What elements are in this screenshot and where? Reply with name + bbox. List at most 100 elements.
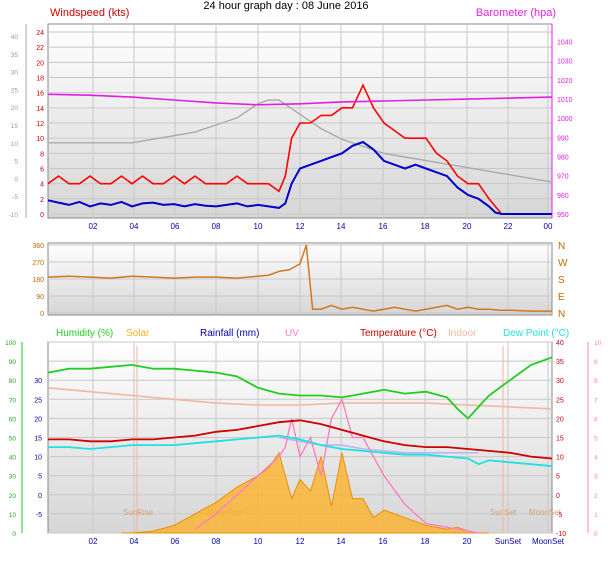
x-tick-label: 18 [421, 537, 430, 546]
x-tick-label: 08 [212, 537, 221, 546]
x-tick-label: 16 [379, 222, 388, 231]
uv-tick-label: 9 [594, 359, 598, 366]
legend-item: Dew Point (°C) [503, 328, 569, 339]
x-tick-label: 16 [379, 537, 388, 546]
uv-tick-label: 10 [594, 340, 602, 347]
legend-item: Rainfall (mm) [200, 328, 259, 339]
humidity-tick-label: 20 [9, 493, 17, 500]
y-tick-label: 8 [40, 151, 44, 158]
y-tick-label: 0 [40, 311, 44, 318]
page-title: 24 hour graph day : 08 June 2016 [203, 0, 368, 12]
compass-label: S [558, 275, 565, 286]
y-tick-label: 360 [32, 243, 44, 250]
y-outer-tick-label: -5 [12, 194, 18, 201]
y2-tick-label: 990 [557, 135, 569, 142]
y-tick-label: 5 [38, 474, 42, 481]
uv-tick-label: 3 [594, 474, 598, 481]
x-tick-label: 12 [296, 222, 305, 231]
x-tick-label: MoonSet [532, 537, 565, 546]
y-tick-label: 16 [36, 91, 44, 98]
humidity-tick-label: 60 [9, 416, 17, 423]
y-tick-label: 10 [36, 136, 44, 143]
y2-tick-label: 1030 [557, 59, 573, 66]
y-tick-label: -5 [36, 512, 42, 519]
humidity-line [47, 356, 553, 420]
y-outer-tick-label: 5 [14, 159, 18, 166]
compass-label: E [558, 292, 565, 303]
y2-tick-label: 980 [557, 155, 569, 162]
y-tick-label: 15 [34, 436, 42, 443]
uv-tick-label: 2 [594, 493, 598, 500]
y2-tick-label: 35 [556, 359, 564, 366]
y2-tick-label: 970 [557, 174, 569, 181]
humidity-tick-label: 0 [12, 531, 16, 538]
y2-tick-label: 5 [556, 474, 560, 481]
x-tick-label: 00 [544, 222, 553, 231]
x-tick-label: 14 [337, 222, 346, 231]
y-tick-label: 18 [36, 76, 44, 83]
y2-tick-label: 950 [557, 212, 569, 219]
y2-tick-label: 30 [556, 378, 564, 385]
y-tick-label: 180 [32, 277, 44, 284]
x-tick-label: 08 [212, 222, 221, 231]
y-tick-label: 24 [36, 30, 44, 37]
x-tick-label: 20 [463, 537, 472, 546]
y2-tick-label: 20 [556, 416, 564, 423]
x-tick-label: 12 [296, 537, 305, 546]
humidity-tick-label: 100 [5, 340, 16, 347]
indoor-line [47, 387, 553, 410]
y-tick-label: 20 [34, 416, 42, 423]
y-tick-label: 10 [34, 455, 42, 462]
x-tick-label: 04 [130, 537, 139, 546]
y2-tick-label: 0 [556, 493, 560, 500]
y2-tick-label: 960 [557, 193, 569, 200]
humidity-tick-label: 40 [9, 455, 17, 462]
x-tick-label: SunSet [495, 537, 522, 546]
x-tick-label: 22 [504, 222, 513, 231]
x-tick-label: 10 [254, 222, 263, 231]
y-outer-tick-label: 40 [11, 34, 19, 41]
uv-tick-label: 1 [594, 512, 598, 519]
y-outer-tick-label: -10 [9, 212, 19, 219]
humidity-tick-label: 30 [9, 474, 17, 481]
y-tick-label: 30 [34, 378, 42, 385]
temperature-line [48, 419, 553, 460]
y-tick-label: 0 [38, 493, 42, 500]
x-tick-label: 18 [421, 222, 430, 231]
compass-label: W [558, 258, 568, 269]
sun-moon-annotation: MoonSet [529, 508, 562, 517]
uv-tick-label: 5 [594, 436, 598, 443]
y2-tick-label: 1040 [557, 40, 573, 47]
y-outer-tick-label: 20 [11, 105, 19, 112]
y-tick-label: 22 [36, 45, 44, 52]
y-tick-label: 270 [32, 260, 44, 267]
dewpoint-line [48, 434, 553, 467]
y-outer-tick-label: 25 [11, 87, 19, 94]
y2-tick-label: 10 [556, 455, 564, 462]
x-tick-label: 02 [89, 222, 98, 231]
barometer-line [47, 93, 553, 106]
y-tick-label: 0 [40, 212, 44, 219]
wind-axis-title: Windspeed (kts) [50, 7, 129, 19]
x-tick-label: 20 [463, 222, 472, 231]
legend-item: Indoor [448, 328, 477, 339]
y-tick-label: 20 [36, 60, 44, 67]
compass-label: N [558, 309, 565, 320]
compass-label: N [558, 241, 565, 252]
legend-item: UV [285, 328, 299, 339]
humidity-tick-label: 50 [9, 436, 17, 443]
uv-line [194, 397, 479, 534]
y2-tick-label: 40 [556, 340, 564, 347]
y-tick-label: 2 [40, 197, 44, 204]
wind-average-line [47, 140, 552, 215]
y-outer-tick-label: 0 [14, 176, 18, 183]
y2-tick-label: 15 [556, 436, 564, 443]
humidity-tick-label: 70 [9, 397, 17, 404]
y2-tick-label: -5 [556, 512, 562, 519]
x-tick-label: 02 [89, 537, 98, 546]
legend-item: Humidity (%) [56, 328, 113, 339]
y-tick-label: 14 [36, 106, 44, 113]
y2-tick-label: 25 [556, 397, 564, 404]
